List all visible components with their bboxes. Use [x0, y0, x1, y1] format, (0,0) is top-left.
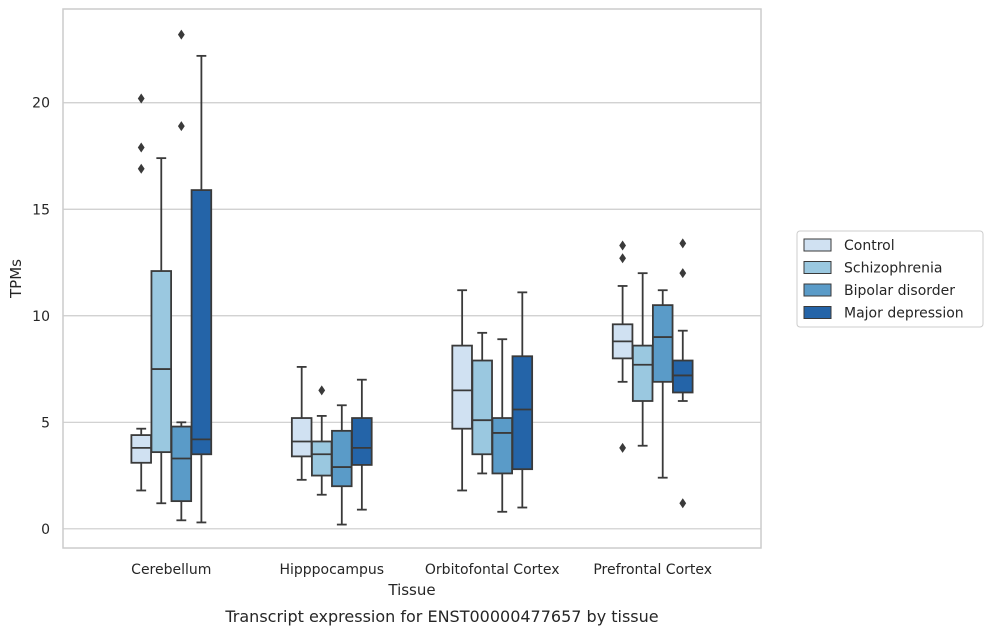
- legend-frame: [796, 230, 984, 328]
- outlier-point: [177, 29, 185, 40]
- box-iqr: [651, 304, 674, 383]
- legend-label: Schizophrenia: [844, 261, 942, 277]
- box-bipolar-disorder: [651, 289, 674, 479]
- outlier-point: [137, 142, 145, 153]
- y-tick-label: 0: [41, 522, 50, 538]
- boxes: [130, 29, 694, 526]
- outlier-point: [137, 163, 145, 174]
- box-iqr: [290, 417, 313, 458]
- outlier-point: [679, 238, 687, 249]
- box-control: [130, 93, 152, 492]
- outlier-point: [619, 253, 627, 264]
- y-tick-label: 20: [32, 96, 50, 112]
- outlier-point: [177, 121, 185, 132]
- outlier-point: [619, 442, 627, 453]
- outlier-point: [137, 93, 145, 104]
- box-iqr: [150, 270, 173, 454]
- box-control: [611, 240, 634, 453]
- legend-label: Control: [844, 238, 895, 254]
- box-major-depression: [672, 238, 694, 509]
- legend-label: Major depression: [844, 306, 964, 322]
- box-schizophrenia: [631, 272, 654, 447]
- box-schizophrenia: [471, 331, 493, 475]
- y-tick-label: 15: [32, 202, 50, 218]
- box-iqr: [451, 344, 473, 430]
- x-tick-label: Prefrontal Cortex: [593, 562, 712, 578]
- x-axis-label: Tissue: [387, 581, 435, 599]
- box-iqr: [511, 355, 534, 471]
- outlier-point: [679, 498, 687, 509]
- y-tick-labels: 0 5 10 15 20: [32, 96, 50, 538]
- x-tick-label: Hipppocampus: [279, 562, 384, 578]
- box-control: [290, 366, 313, 481]
- legend: Control Schizophrenia Bipolar disorder Majo…: [796, 230, 984, 328]
- x-tick-labels: Cerebellum Hipppocampus Orbitofontal Corte…: [131, 562, 712, 578]
- legend-swatch: [803, 261, 832, 274]
- legend-label: Bipolar disorder: [844, 283, 955, 299]
- box-iqr: [170, 425, 193, 503]
- box-iqr: [471, 359, 493, 456]
- y-tick-label: 5: [41, 415, 50, 431]
- box-major-depression: [351, 378, 373, 511]
- box-iqr: [672, 359, 694, 394]
- box-iqr: [190, 189, 213, 456]
- x-tick-label: Orbitofontal Cortex: [425, 562, 560, 578]
- legend-swatch: [803, 238, 832, 252]
- box-schizophrenia: [311, 385, 333, 496]
- y-axis-label: TPMs: [7, 259, 25, 299]
- box-major-depression: [511, 291, 534, 509]
- legend-swatch: [803, 306, 832, 319]
- box-bipolar-disorder: [331, 404, 353, 526]
- box-major-depression: [190, 54, 213, 524]
- outlier-point: [318, 385, 326, 396]
- box-control: [451, 289, 473, 492]
- box-schizophrenia: [150, 157, 173, 505]
- box-iqr: [351, 417, 373, 466]
- box-iqr: [631, 344, 654, 402]
- y-tick-label: 10: [32, 309, 50, 325]
- box-bipolar-disorder: [170, 29, 193, 522]
- outlier-point: [679, 268, 687, 279]
- plot-frame: [62, 8, 762, 549]
- box-iqr: [331, 429, 353, 488]
- box-iqr: [491, 417, 513, 475]
- box-iqr: [311, 440, 333, 477]
- box-bipolar-disorder: [491, 338, 513, 513]
- outlier-point: [619, 240, 627, 251]
- legend-swatch: [803, 283, 832, 297]
- chart-caption: Transcript expression for ENST0000047765…: [224, 607, 658, 626]
- box-iqr: [130, 434, 152, 464]
- x-tick-label: Cerebellum: [131, 562, 211, 578]
